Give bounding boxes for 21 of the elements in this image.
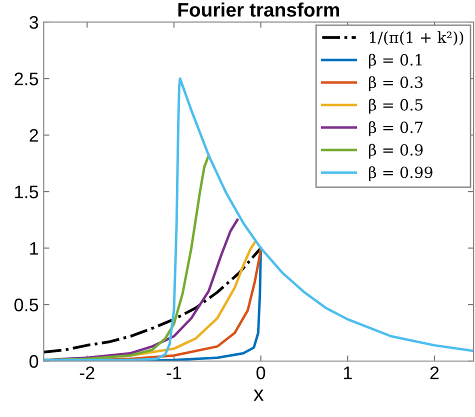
y-tick-label: 0 [30, 355, 38, 368]
x-tick-label: 0 [256, 366, 266, 380]
y-tick-label: 3 [29, 16, 38, 29]
legend-label: β = 0.7 [369, 121, 423, 136]
legend-label: β = 0.5 [369, 98, 423, 114]
x-tick-label: -2 [80, 366, 94, 380]
x-tick-label: 2 [430, 366, 439, 380]
legend-label: β = 0.9 [369, 144, 423, 159]
y-tick-label: 0.5 [14, 298, 38, 312]
legend-label: β = 0.99 [369, 166, 432, 182]
y-tick-label: 2 [30, 129, 38, 142]
chart-title: Fourier transform [178, 2, 340, 17]
x-tick-label: 1 [344, 366, 352, 380]
legend-label: β = 0.3 [369, 76, 423, 92]
y-tick-label: 1.5 [15, 186, 38, 198]
y-tick-label: 1 [30, 242, 38, 255]
legend-label: 1/(π(1 + k²)) [370, 31, 464, 46]
x-axis-title: x [254, 390, 264, 401]
y-tick-label: 2.5 [14, 72, 38, 86]
x-tick-label: -1 [166, 366, 182, 380]
legend-label: β = 0.1 [369, 54, 422, 69]
